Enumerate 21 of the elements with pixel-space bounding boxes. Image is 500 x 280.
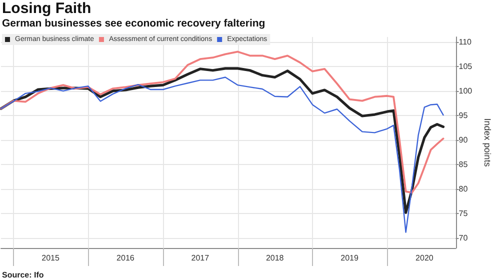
y-tick-label: 100 [458, 86, 473, 96]
x-tick-label: 2018 [266, 254, 284, 262]
y-tick-label: 80 [458, 184, 468, 194]
x-tick-label: 2016 [116, 254, 135, 262]
y-tick-label: 95 [458, 111, 468, 120]
chart-subtitle: German businesses see economic recovery faltering [2, 18, 266, 30]
y-tick-label: 85 [458, 160, 468, 170]
y-tick-label: 75 [458, 209, 468, 218]
x-tick-label: 2020 [416, 254, 434, 262]
y-axis-title: Index points [482, 118, 492, 168]
line-series [0, 76, 444, 233]
source-note: Source: Ifo [2, 270, 44, 280]
chart-title: Losing Faith [2, 0, 92, 17]
y-tick-label: 110 [458, 37, 472, 46]
y-tick-label: 105 [458, 62, 473, 71]
y-tick-label: 90 [458, 136, 468, 145]
x-tick-label: 2017 [191, 254, 210, 262]
x-tick-label: 2015 [42, 254, 60, 262]
x-tick-label: 2019 [340, 254, 359, 262]
y-tick-label: 70 [458, 234, 468, 243]
line-series [0, 50, 444, 194]
